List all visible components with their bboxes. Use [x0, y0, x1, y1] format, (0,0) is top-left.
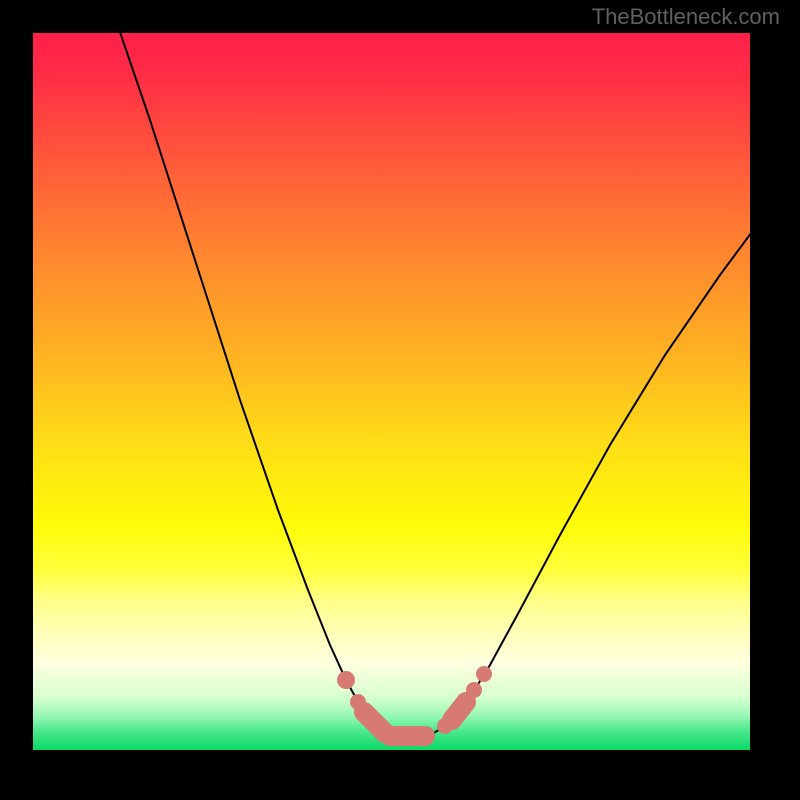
marker-dot — [337, 671, 355, 689]
chart-overlay — [33, 33, 783, 783]
curve-left-branch — [108, 33, 415, 738]
marker-capsule — [452, 702, 466, 720]
plot-area — [33, 33, 783, 783]
watermark-text: TheBottleneck.com — [592, 4, 780, 30]
curve-markers — [337, 666, 492, 736]
marker-dot — [476, 666, 492, 682]
curve-right-branch — [415, 190, 783, 738]
marker-dot — [466, 682, 482, 698]
marker-capsule — [364, 712, 385, 733]
